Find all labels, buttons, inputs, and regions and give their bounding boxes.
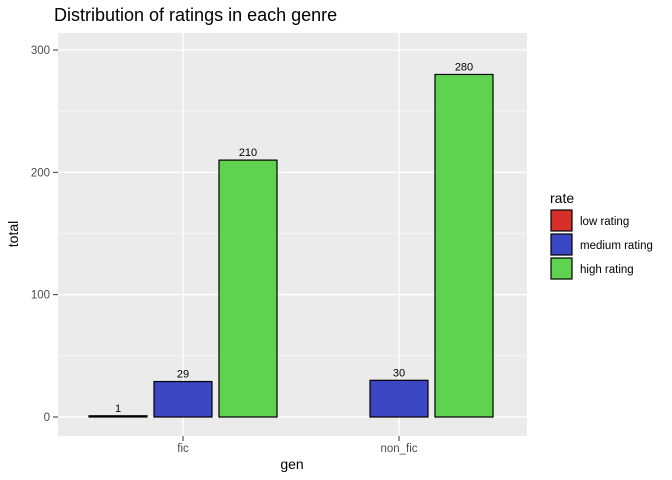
x-tick-label: non_fic bbox=[380, 443, 417, 455]
bars bbox=[88, 73, 494, 418]
legend-swatch bbox=[550, 257, 573, 280]
y-axis: 0 100 200 300 bbox=[31, 45, 58, 424]
legend-swatch bbox=[550, 209, 573, 232]
bar bbox=[88, 415, 148, 418]
legend-label: low rating bbox=[580, 216, 629, 228]
bar bbox=[153, 380, 213, 418]
data-label: 1 bbox=[115, 403, 121, 415]
y-axis-title: total bbox=[5, 221, 21, 247]
data-label: 210 bbox=[239, 147, 257, 159]
data-label: 29 bbox=[177, 369, 189, 381]
legend: rate low rating medium rating high rating bbox=[550, 190, 653, 280]
data-label: 30 bbox=[393, 367, 405, 379]
y-tick-label: 200 bbox=[31, 167, 50, 179]
bar bbox=[434, 73, 494, 418]
legend-label: high rating bbox=[580, 264, 634, 276]
legend-swatch bbox=[550, 233, 573, 256]
bar bbox=[369, 379, 429, 418]
legend-title: rate bbox=[550, 190, 574, 206]
bar bbox=[218, 159, 278, 418]
y-tick-label: 100 bbox=[31, 290, 50, 302]
legend-label: medium rating bbox=[580, 240, 653, 252]
y-tick-label: 0 bbox=[44, 412, 50, 424]
x-axis: fic non_fic bbox=[177, 436, 418, 455]
chart-title: Distribution of ratings in each genre bbox=[54, 5, 337, 25]
y-tick-label: 300 bbox=[31, 45, 50, 57]
x-tick-label: fic bbox=[177, 443, 189, 455]
x-axis-title: gen bbox=[280, 456, 303, 472]
data-label: 280 bbox=[455, 61, 473, 73]
bar-labels: 1 29 210 30 280 bbox=[115, 61, 473, 414]
